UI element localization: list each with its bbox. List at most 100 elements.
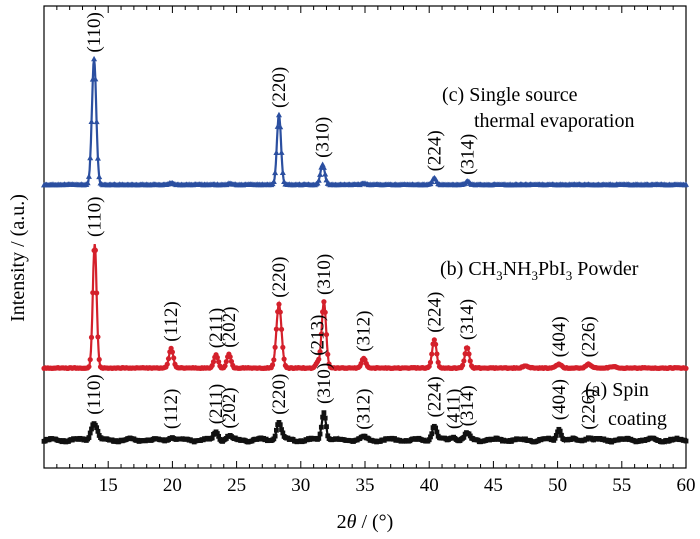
series-a-point: [87, 430, 93, 436]
series-a-point: [94, 425, 100, 431]
series-a-point: [272, 433, 278, 439]
series-b-point: [426, 363, 432, 369]
series-b: [41, 243, 689, 372]
series-a-point: [557, 428, 563, 434]
peak-label-b: (213): [308, 315, 329, 356]
series-b-point: [459, 362, 466, 368]
peak-label-a: (411): [444, 389, 465, 429]
series-b-point: [210, 359, 217, 365]
series-c-point: [94, 155, 101, 161]
annotation-a-line2: coating: [608, 408, 667, 430]
series-b-point: [462, 351, 468, 357]
series-c-point: [322, 171, 329, 177]
series-b-point: [273, 326, 280, 332]
peak-label-b: (224): [424, 292, 445, 333]
peak-label-layer: (110) (220) (310) (224) (314) (110) (112) (211)…: [84, 12, 599, 430]
series-b-point: [165, 356, 172, 362]
series-c-point: [315, 177, 322, 183]
series-a-point: [434, 429, 440, 435]
series-a-point: [316, 435, 322, 441]
series-c-point: [277, 123, 284, 130]
series-b-point: [321, 299, 327, 305]
series-b-point: [92, 247, 98, 253]
series-a-point: [320, 414, 326, 420]
series-a-point: [86, 435, 92, 440]
series-b-point: [431, 337, 437, 343]
series-c-point: [323, 176, 330, 183]
series-a: [41, 410, 689, 445]
series-c-point: [320, 164, 327, 170]
x-tick-label: 40: [420, 475, 439, 496]
series-b-point: [278, 326, 285, 332]
peak-label-b: (404): [549, 316, 570, 357]
series-b-point: [318, 331, 324, 337]
series-c-point: [87, 154, 94, 161]
series-c-point: [93, 118, 100, 125]
series-a-point: [317, 431, 323, 437]
series-a-point: [280, 430, 286, 436]
series-b-point: [316, 356, 322, 362]
x-tick-layer: 15 20 25 30 35 40 45 50 55 60: [43, 6, 696, 496]
series-b-point: [317, 349, 323, 355]
peak-label-a: (404): [549, 379, 570, 420]
peak-label-b: (220): [269, 257, 290, 298]
series-a-point: [209, 435, 215, 441]
series-b-point: [323, 331, 330, 338]
series-b-point: [227, 354, 233, 360]
x-tick-label: 35: [356, 475, 375, 496]
series-a-point: [321, 410, 327, 416]
series-c-point: [91, 55, 98, 62]
series-b-point: [269, 362, 276, 368]
series-a-point: [433, 425, 439, 431]
series-a-point: [555, 429, 560, 435]
series-a-point: [428, 434, 433, 440]
series-c-point: [84, 179, 91, 186]
peak-label-c: (110): [84, 12, 105, 52]
peak-label-a: (112): [161, 389, 182, 429]
series-b-point: [95, 334, 101, 340]
annotation-a-line1: (a) Spin: [585, 379, 649, 401]
series-c-point: [273, 149, 280, 155]
peak-label-a: (110): [84, 374, 105, 414]
series-c-point: [88, 118, 95, 124]
x-tick-label: 55: [612, 475, 631, 496]
series-a-point: [322, 415, 328, 421]
peak-label-a: (202): [219, 387, 240, 428]
peak-label-a: (224): [424, 376, 445, 417]
series-b-point: [435, 359, 441, 365]
series-b-point: [433, 341, 439, 347]
series-b-point: [276, 301, 282, 307]
series-b-point: [322, 309, 328, 315]
peak-label-b: (312): [354, 311, 375, 352]
peak-label-b: (112): [161, 301, 182, 341]
peak-label-a: (310): [314, 363, 335, 404]
x-tick-label: 45: [484, 475, 503, 496]
series-a-point: [216, 433, 222, 439]
series-b-point: [87, 356, 93, 363]
series-a-point: [214, 431, 220, 436]
series-c-point: [96, 173, 103, 180]
series-a-point: [92, 422, 98, 428]
series-a-point: [89, 426, 94, 432]
series-b-point: [429, 351, 435, 357]
series-b-point: [466, 351, 472, 357]
x-tick-label: 15: [99, 475, 118, 496]
series-a-point: [274, 427, 279, 433]
series-layer: [41, 55, 689, 445]
series-c-point: [279, 169, 286, 176]
series-c-point: [278, 149, 285, 155]
series-b-point: [214, 354, 220, 361]
series-a-point: [95, 428, 101, 434]
series-b-point: [96, 356, 102, 363]
peak-label-a: (312): [354, 389, 375, 430]
series-b-point: [164, 361, 170, 367]
series-a-point: [318, 424, 324, 430]
series-a-point: [279, 427, 284, 432]
series-a-point: [683, 438, 689, 444]
peak-label-a: (226): [578, 389, 599, 430]
series-b-point: [272, 344, 278, 350]
x-tick-label: 25: [227, 475, 246, 496]
series-b-point: [281, 356, 287, 362]
peak-label-a: (211): [206, 384, 227, 424]
